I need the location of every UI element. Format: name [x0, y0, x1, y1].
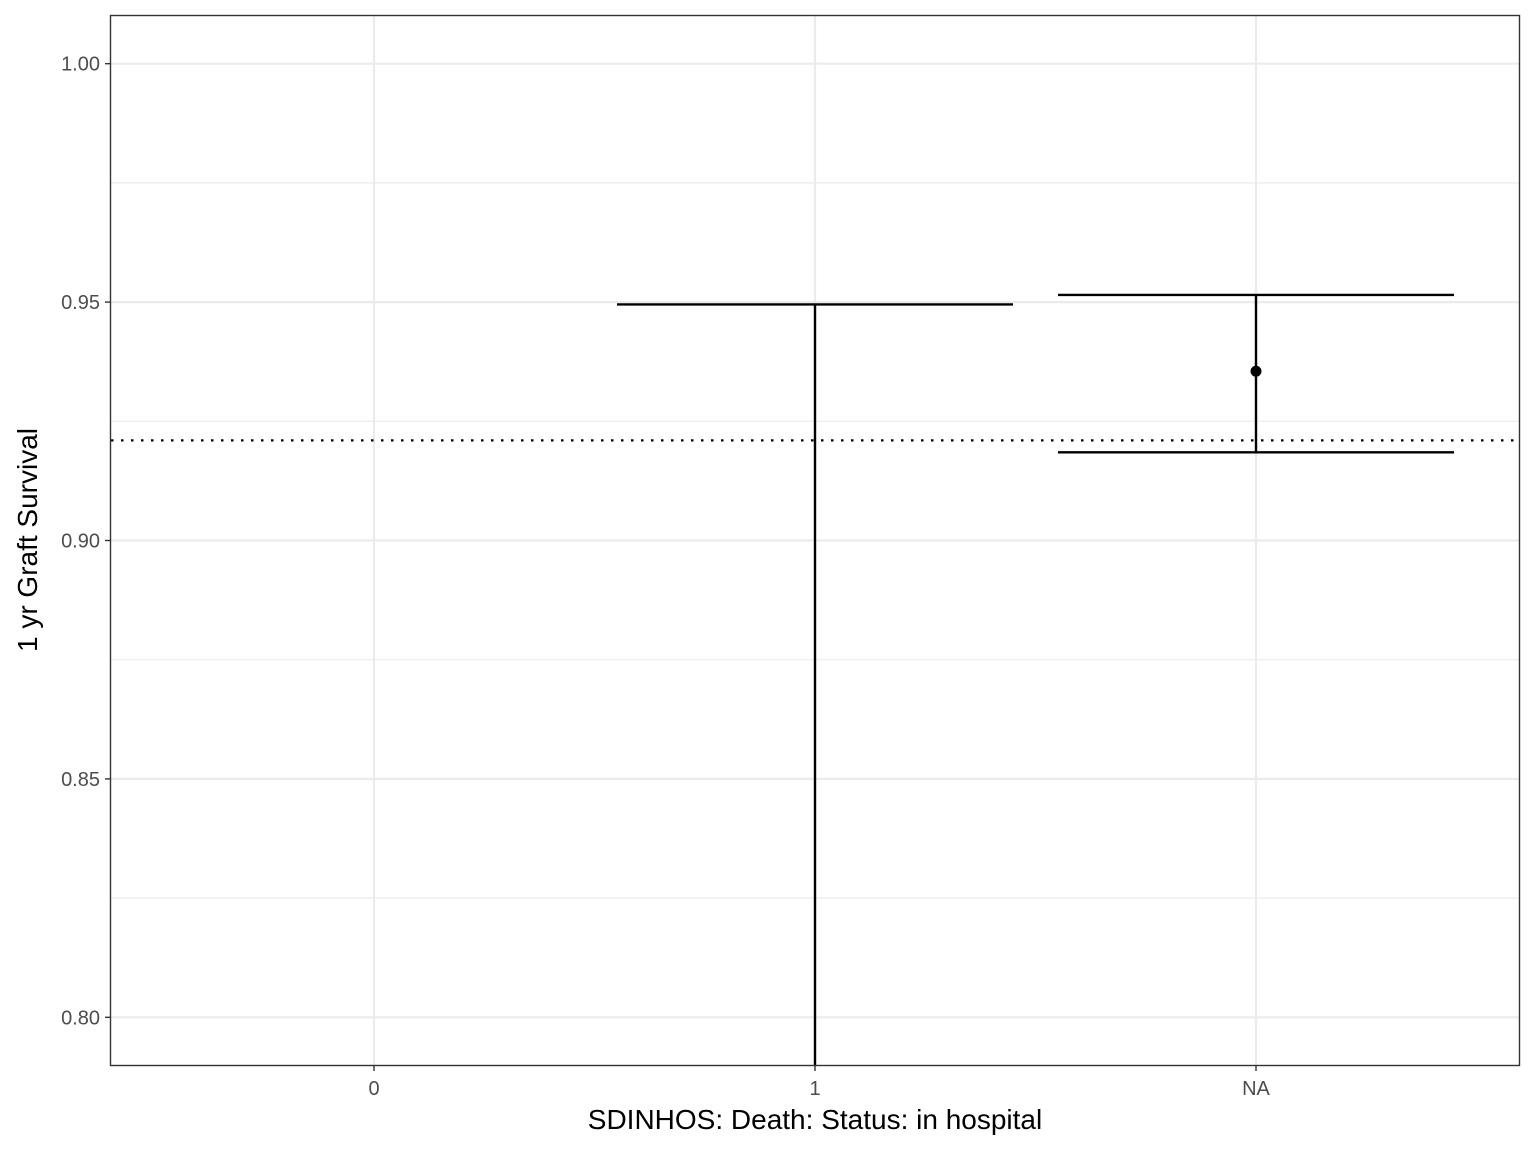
- point-estimate-na: [1250, 365, 1262, 377]
- y-axis-title: 1 yr Graft Survival: [12, 428, 43, 652]
- y-tick-label: 0.85: [61, 769, 100, 791]
- x-tick-label: 0: [368, 1078, 379, 1100]
- x-tick-label: NA: [1242, 1078, 1270, 1100]
- point-estimates: [1250, 365, 1262, 377]
- x-axis-ticks: 0 1 NA: [368, 1065, 1271, 1100]
- error-bars: [617, 293, 1454, 1065]
- x-tick-label: 1: [809, 1078, 820, 1100]
- y-tick-label: 0.80: [61, 1007, 100, 1029]
- y-tick-label: 0.90: [61, 531, 100, 553]
- y-axis-ticks: 0.80 0.85 0.90 0.95 1.00: [61, 54, 111, 1029]
- y-tick-label: 1.00: [61, 54, 100, 76]
- errorbar-1: [617, 303, 1013, 1065]
- x-axis-title: SDINHOS: Death: Status: in hospital: [588, 1104, 1042, 1135]
- y-tick-label: 0.95: [61, 292, 100, 314]
